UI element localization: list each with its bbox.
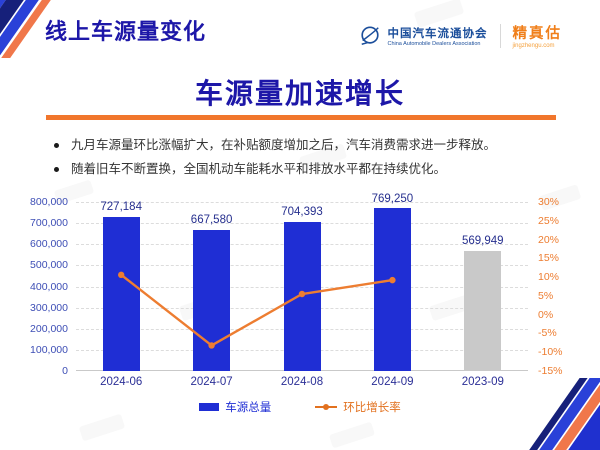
legend-item: 车源总量 bbox=[199, 399, 271, 415]
grid-line bbox=[76, 202, 528, 203]
bullet-dot bbox=[54, 167, 59, 172]
y-axis-tick-right: -5% bbox=[538, 327, 557, 340]
chart-legend: 车源总量 环比增长率 bbox=[0, 399, 600, 415]
y-axis-tick-left: 200,000 bbox=[30, 322, 68, 335]
y-axis-tick-right: 20% bbox=[538, 233, 560, 246]
chart-plot-area: 0 100,000 200,000 300,000 400,000 500,000 600,… bbox=[30, 193, 562, 389]
org-name-cn: 中国汽车流通协会 bbox=[387, 27, 488, 40]
bar-2023-09 bbox=[464, 250, 502, 371]
bullet-text: 随着旧车不断置换，全国机动车能耗水平和排放水平都在持续优化。 bbox=[71, 162, 447, 176]
y-axis-tick-left: 300,000 bbox=[30, 301, 68, 314]
bar-value-label: 727,184 bbox=[100, 201, 142, 214]
bar-value-label: 569,949 bbox=[462, 234, 504, 247]
page-title: 线上车源量变化 bbox=[45, 19, 207, 44]
bar-value-label: 704,393 bbox=[281, 206, 323, 219]
y-axis-tick-right: 25% bbox=[538, 214, 560, 227]
y-axis-tick-left: 0 bbox=[62, 365, 68, 377]
y-axis-tick-right: 10% bbox=[538, 271, 560, 284]
bullet-text: 九月车源量环比涨幅扩大，在补贴额度增加之后，汽车消费需求进一步释放。 bbox=[71, 138, 497, 152]
legend-line-swatch bbox=[315, 403, 338, 411]
legend-item: 环比增长率 bbox=[315, 399, 401, 415]
y-axis-tick-right: -10% bbox=[538, 346, 563, 359]
bar-value-label: 667,580 bbox=[190, 213, 233, 226]
watermark bbox=[78, 413, 126, 442]
y-axis-tick-right: 15% bbox=[538, 252, 560, 265]
headline-divider bbox=[46, 115, 556, 120]
bullet-list: 九月车源量环比涨幅扩大，在补贴额度增加之后，汽车消费需求进一步释放。 随着旧车不… bbox=[54, 137, 554, 185]
legend-bar-swatch bbox=[199, 403, 220, 411]
line-marker bbox=[208, 342, 215, 349]
line-marker bbox=[118, 271, 125, 279]
logo-divider bbox=[499, 23, 501, 48]
y-axis-tick-left: 700,000 bbox=[30, 217, 68, 230]
bar-value-label: 769,250 bbox=[371, 192, 414, 205]
legend-label: 车源总量 bbox=[225, 402, 272, 414]
line-marker bbox=[298, 290, 306, 298]
legend-label: 环比增长率 bbox=[343, 402, 401, 414]
y-axis-tick-right: -15% bbox=[538, 365, 563, 377]
brand-name: 精真估 bbox=[512, 26, 562, 42]
y-axis-tick-left: 400,000 bbox=[30, 280, 68, 293]
x-axis-label: 2024-09 bbox=[371, 376, 414, 388]
y-axis-tick-right: 0% bbox=[538, 308, 554, 321]
cada-logo-icon bbox=[360, 25, 379, 45]
brand-site: jingzhengu.com bbox=[512, 43, 555, 49]
x-axis-label: 2024-06 bbox=[100, 376, 143, 388]
logo-area: 中国汽车流通协会 China Automobile Dealers Associ… bbox=[359, 22, 563, 49]
bullet-dot bbox=[54, 143, 59, 148]
bullet-item: 随着旧车不断置换，全国机动车能耗水平和排放水平都在持续优化。 bbox=[54, 161, 554, 178]
slide-headline: 车源量加速增长 bbox=[194, 78, 405, 109]
brand-block: 精真估 jingzhengu.com bbox=[513, 22, 563, 49]
y-axis-tick-left: 600,000 bbox=[30, 238, 68, 251]
watermark bbox=[328, 421, 376, 449]
x-axis-label: 2024-08 bbox=[280, 376, 324, 388]
bar-2024-09 bbox=[373, 208, 411, 371]
y-axis-tick-right: 5% bbox=[538, 289, 554, 302]
trend-line-svg bbox=[118, 271, 396, 349]
org-name-en: China Automobile Dealers Association bbox=[387, 40, 481, 47]
x-axis-label: 2023-09 bbox=[461, 376, 504, 388]
x-axis-label: 2024-07 bbox=[190, 376, 233, 388]
bullet-item: 九月车源量环比涨幅扩大，在补贴额度增加之后，汽车消费需求进一步释放。 bbox=[54, 137, 554, 154]
line-marker bbox=[389, 276, 396, 284]
y-axis-tick-left: 500,000 bbox=[30, 259, 68, 272]
org-name-block: 中国汽车流通协会 China Automobile Dealers Associ… bbox=[388, 25, 488, 47]
y-axis-tick-right: 30% bbox=[538, 196, 560, 208]
bar-2024-06 bbox=[102, 217, 140, 371]
y-axis-tick-left: 100,000 bbox=[30, 343, 68, 356]
y-axis-tick-left: 800,000 bbox=[30, 196, 68, 208]
